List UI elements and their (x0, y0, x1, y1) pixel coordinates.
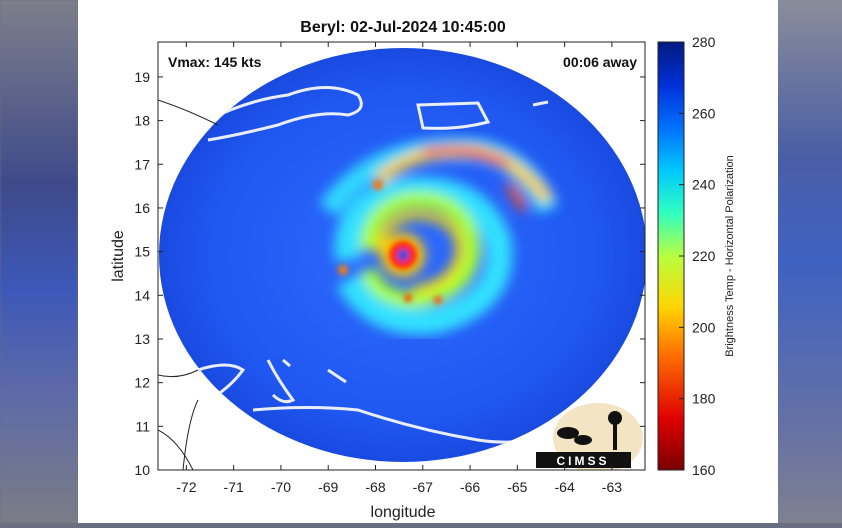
colorbar-tick-label: 240 (692, 177, 716, 193)
brightness-field (197, 86, 614, 444)
land-outlines (158, 99, 219, 470)
colorbar-tick-label: 260 (692, 105, 716, 121)
y-tick-label: 16 (134, 200, 150, 216)
plot-area: CIMSS Vmax: 145 kts 00:06 away (158, 42, 645, 470)
y-tick-label: 17 (134, 156, 150, 172)
x-tick-label: -67 (413, 479, 433, 495)
x-tick-label: -63 (602, 479, 622, 495)
y-axis-label: latitude (110, 230, 127, 282)
time-away-annotation: 00:06 away (563, 54, 637, 70)
colorbar-tick-label: 280 (692, 34, 716, 50)
x-axis-label: longitude (371, 504, 436, 521)
x-tick-label: -69 (318, 479, 338, 495)
background-left-blur (0, 0, 78, 523)
y-tick-label: 15 (134, 244, 150, 260)
y-tick-label: 11 (135, 418, 150, 434)
colorbar-tick-label: 180 (692, 391, 716, 407)
y-tick-label: 10 (134, 462, 150, 478)
colorbar-tick-label: 160 (692, 462, 716, 478)
x-tick-label: -65 (507, 479, 527, 495)
y-tick-label: 14 (134, 287, 150, 303)
figure-frame: Beryl: 02-Jul-2024 10:45:00 (78, 0, 778, 523)
x-tick-label: -68 (365, 479, 385, 495)
x-tick-label: -66 (460, 479, 480, 495)
colorbar-label: Brightness Temp - Horizontal Polarizatio… (724, 155, 736, 357)
background-right-blur (778, 0, 842, 523)
cimss-logo-text: CIMSS (556, 454, 609, 468)
chart-svg: Beryl: 02-Jul-2024 10:45:00 (110, 19, 736, 521)
cimss-logo: CIMSS (536, 403, 643, 470)
vmax-annotation: Vmax: 145 kts (168, 54, 262, 70)
plot-border (157, 41, 646, 471)
x-tick-label: -72 (176, 479, 196, 495)
y-tick-label: 18 (134, 113, 150, 129)
colorbar-tick-label: 220 (692, 248, 716, 264)
y-tick-label: 12 (134, 375, 150, 391)
x-tick-label: -71 (224, 479, 244, 495)
x-axis: -72 -71 -70 -69 -68 -67 -66 -65 -64 -63 (176, 42, 622, 495)
y-tick-label: 19 (134, 69, 150, 85)
y-axis: 10 11 12 13 14 15 16 17 18 19 (134, 69, 645, 478)
chart-title: Beryl: 02-Jul-2024 10:45:00 (300, 19, 506, 36)
colorbar-ticks: 160 180 200 220 240 260 280 (679, 34, 716, 478)
x-tick-label: -70 (271, 479, 291, 495)
x-tick-label: -64 (555, 479, 575, 495)
coastlines (197, 86, 614, 444)
y-tick-label: 13 (134, 331, 150, 347)
colorbar-tick-label: 200 (692, 319, 716, 335)
